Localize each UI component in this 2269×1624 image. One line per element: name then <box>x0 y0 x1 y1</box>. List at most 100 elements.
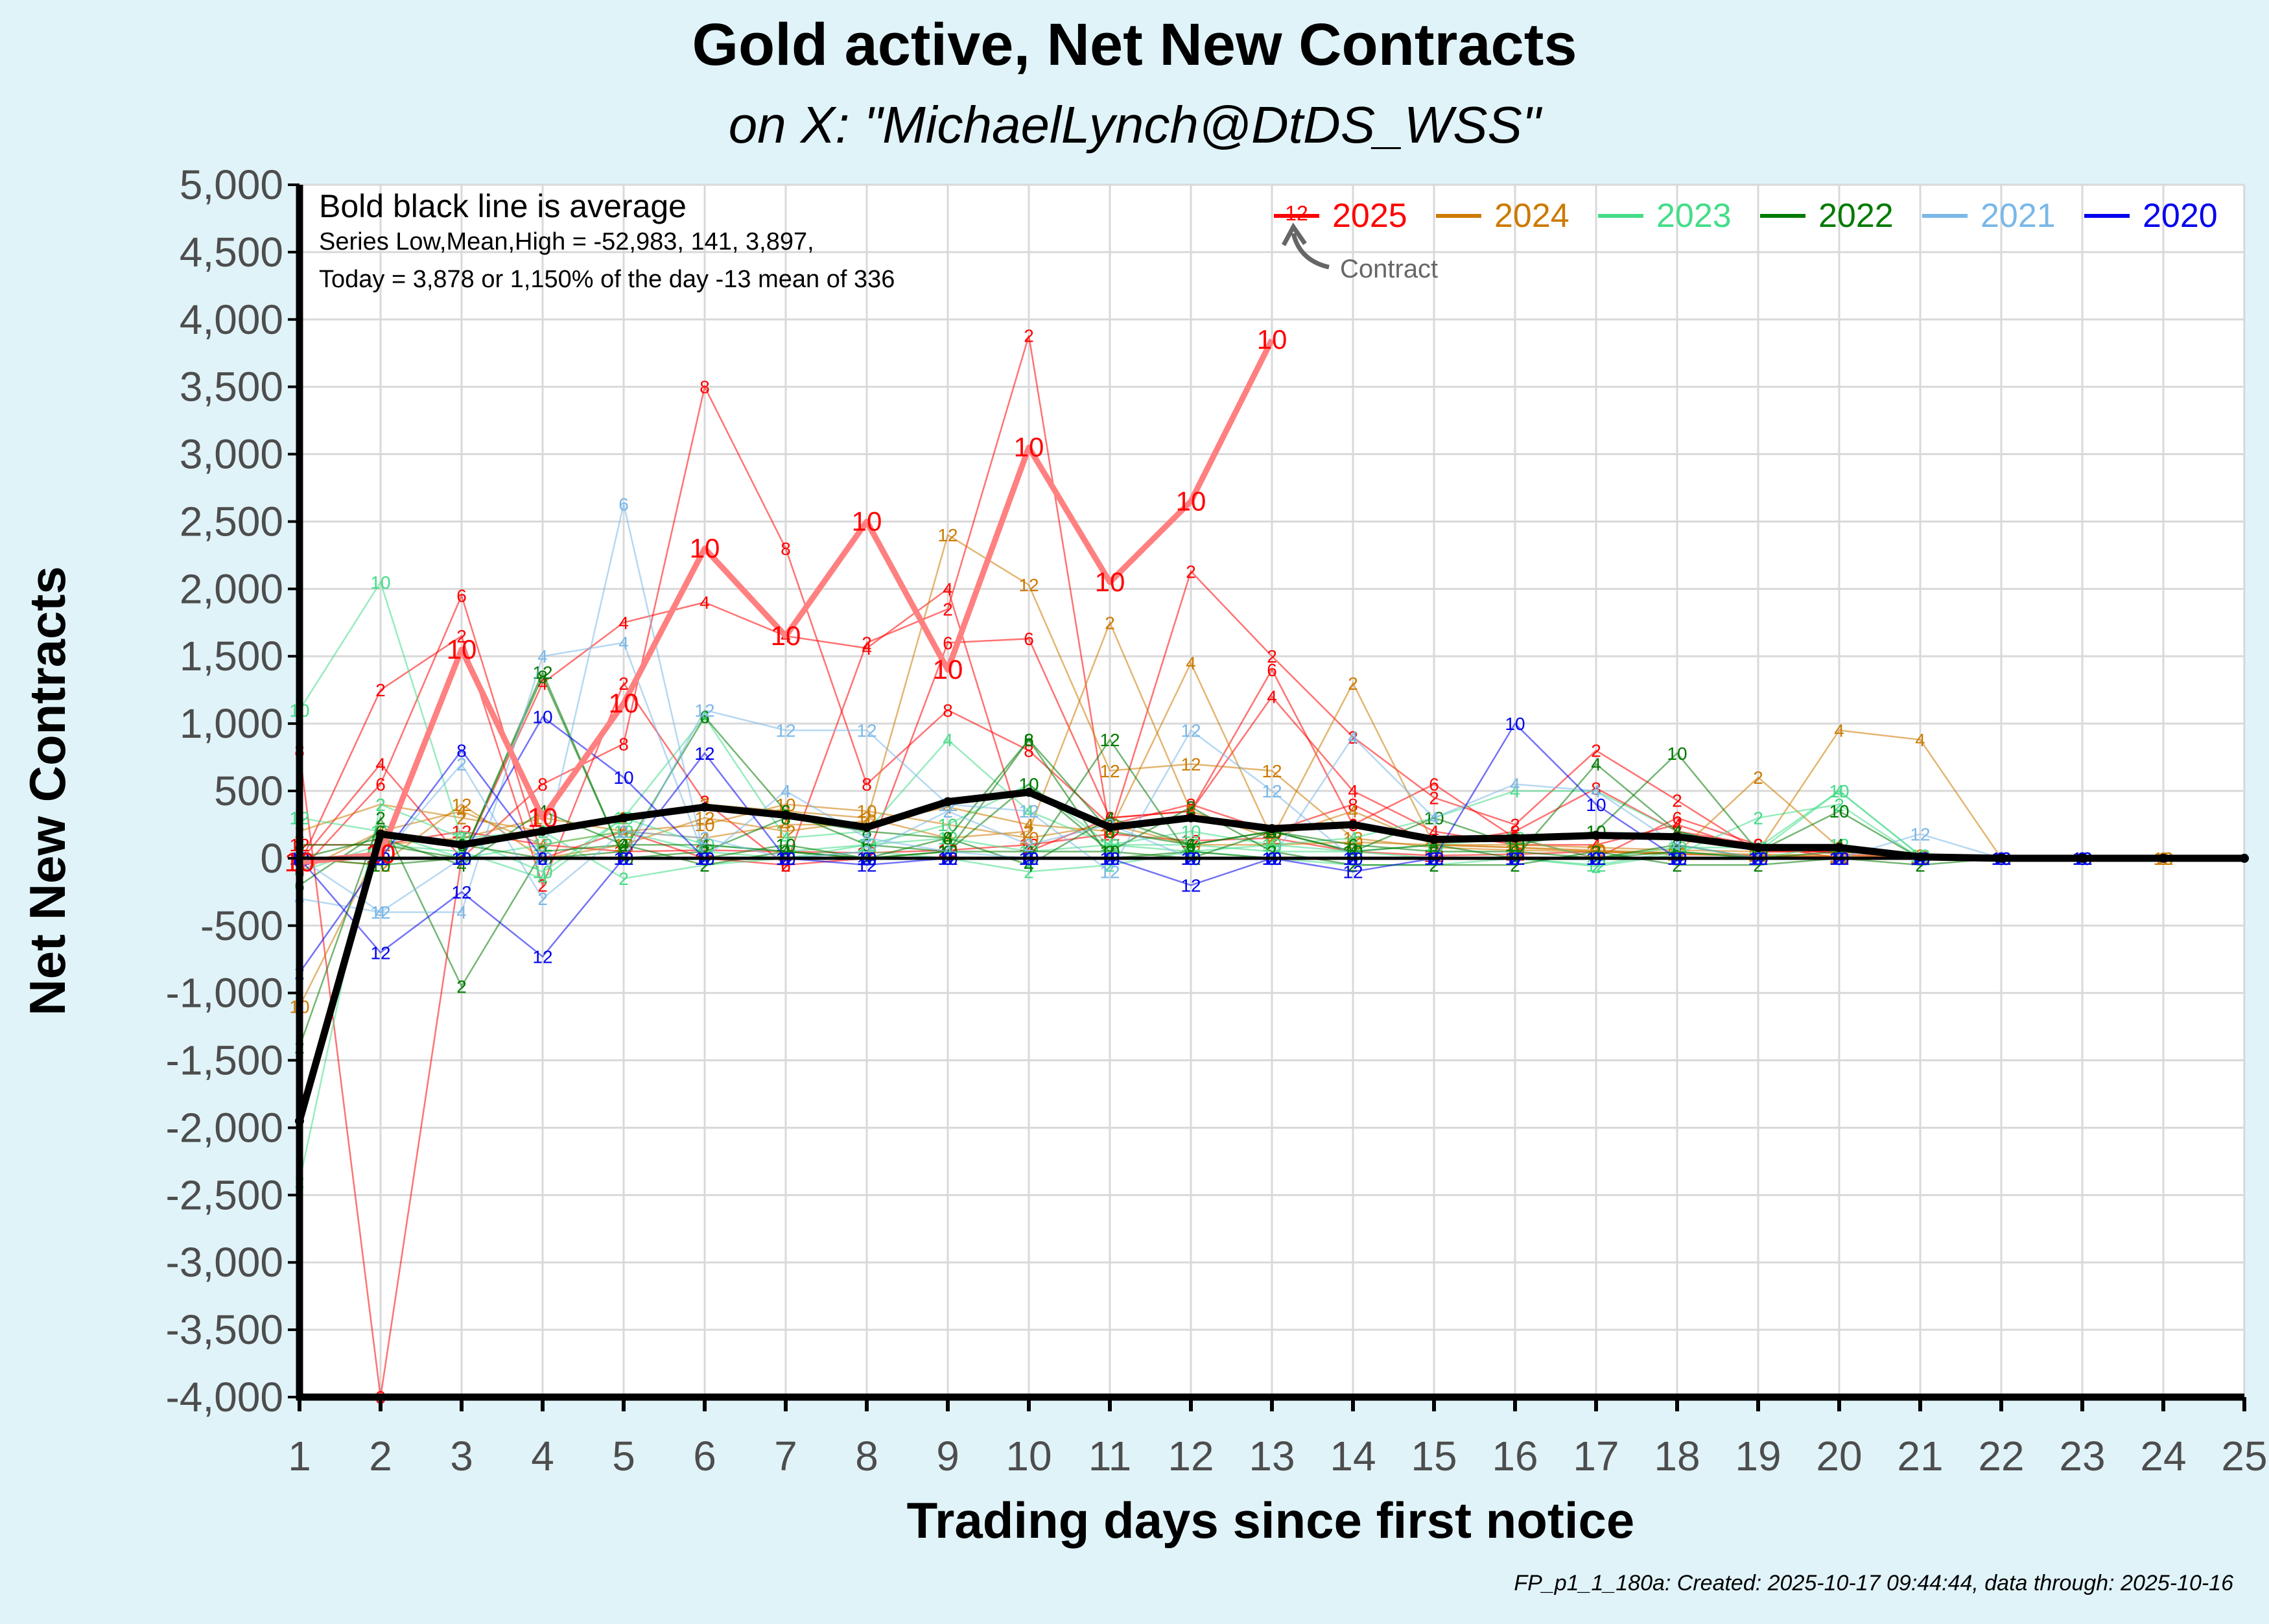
series-point-label: 2 <box>1672 855 1682 875</box>
legend-label: 2020 <box>2143 197 2218 235</box>
x-tick-label: 14 <box>1330 1433 1376 1479</box>
series-point-label: 12 <box>694 700 714 720</box>
contract-note: Contract <box>1340 255 1438 283</box>
average-point <box>457 840 466 850</box>
series-point-label: 4 <box>1510 775 1520 795</box>
axes <box>288 183 2246 1411</box>
highlight-point-label: 10 <box>1176 486 1206 516</box>
series-point-label: 4 <box>1591 781 1601 801</box>
series-point-label: 2 <box>456 808 467 829</box>
contract-arrow <box>1291 233 1330 270</box>
series-point-label: 4 <box>943 730 953 750</box>
average-point <box>1267 824 1276 834</box>
y-axis-label: Net New Contracts <box>19 566 76 1015</box>
series-point-label: 2 <box>456 754 467 774</box>
series-point-label: 2 <box>375 795 386 815</box>
series-point-label: 12 <box>370 902 390 923</box>
series-point-label: 10 <box>1667 744 1687 764</box>
y-tick-label: 2,500 <box>180 498 283 545</box>
series-point-label: 4 <box>1834 721 1844 741</box>
legend-label: 2024 <box>1494 197 1569 235</box>
series-point-label: 2 <box>618 869 629 889</box>
y-tick-label: 1,500 <box>180 633 283 679</box>
highlight-layer: 10 10 10 10 10 10 10 10 10 10 10 10 10 <box>285 324 1287 877</box>
x-tick-label: 23 <box>2059 1433 2105 1479</box>
series-point-label: 12 <box>1018 801 1039 821</box>
series-point-label: 4 <box>1186 653 1196 674</box>
footer-note: FP_p1_1_180a: Created: 2025-10-17 09:44:… <box>1514 1571 2233 1595</box>
series-point-label: 4 <box>1591 754 1601 774</box>
y-tick-label: -2,500 <box>166 1171 283 1218</box>
series-point-label: 6 <box>1672 808 1682 829</box>
series-point-label: 8 <box>537 666 548 687</box>
x-tick-label: 25 <box>2221 1433 2267 1479</box>
series-point-label: 2 <box>618 821 629 841</box>
x-tick-label: 11 <box>1088 1433 1131 1479</box>
info-average-note: Bold black line is average <box>319 188 687 224</box>
chart-subtitle: on X: "MichaelLynch@DtDS_WSS" <box>729 96 1543 154</box>
average-point <box>1348 819 1358 829</box>
series-point-label: 8 <box>700 377 710 397</box>
series-point-label: 12 <box>1424 846 1444 866</box>
highlight-point-label: 10 <box>1095 567 1125 597</box>
series-point-label: 2 <box>375 808 386 829</box>
y-tick-label: 4,000 <box>180 296 283 343</box>
info-series-stats: Series Low,Mean,High = -52,983, 141, 3,8… <box>319 228 814 255</box>
series-point-label: 12 <box>451 795 471 815</box>
average-point <box>1673 832 1682 841</box>
series-point-label: 4 <box>781 815 791 835</box>
y-tick-label: -1,500 <box>166 1037 283 1084</box>
series-point-label: 4 <box>456 902 467 923</box>
average-point <box>376 829 385 839</box>
series-point-label: 4 <box>375 754 386 774</box>
x-tick-label: 18 <box>1654 1433 1700 1479</box>
series-point-label: 6 <box>1186 835 1196 855</box>
x-tick-label: 9 <box>936 1433 959 1479</box>
series-point-label: 4 <box>1267 829 1277 849</box>
y-tick-label: -4,000 <box>166 1374 283 1420</box>
series-point-label: 12 <box>451 882 471 902</box>
series-point-label: 8 <box>1024 741 1034 761</box>
y-tick-label: 5,000 <box>180 161 283 208</box>
series-point-label: 6 <box>943 633 953 653</box>
average-point <box>700 802 709 812</box>
series-point-label: 12 <box>1099 761 1120 781</box>
series-point-label: 12 <box>1910 824 1930 844</box>
highlight-point-label: 10 <box>1014 432 1044 462</box>
series-point-label: 4 <box>781 829 791 849</box>
series-point-label: 6 <box>456 586 467 606</box>
contract-arrow-head <box>1281 222 1307 246</box>
x-tick-label: 10 <box>1005 1433 1052 1479</box>
series-point-label: 2 <box>1753 768 1763 788</box>
average-point <box>862 823 871 832</box>
series-point-label: 4 <box>1267 687 1277 707</box>
series-point-label: 12 <box>775 721 795 741</box>
x-tick-label: 4 <box>531 1433 554 1479</box>
series-point-label: 4 <box>862 639 872 659</box>
series-point-label: 2 <box>1672 791 1682 811</box>
series-point-label: 2 <box>943 600 953 620</box>
series-point-label: 2 <box>375 680 386 700</box>
series-point-label: 2 <box>1753 855 1763 875</box>
y-tick-label: 2,000 <box>180 565 283 612</box>
series-point-label: 4 <box>1024 815 1034 835</box>
series-point-label: 6 <box>618 494 629 514</box>
series-point-label: 6 <box>1429 775 1439 795</box>
series-point-label: 2 <box>1510 855 1520 875</box>
series-point-label: 4 <box>1510 781 1520 801</box>
series-point-label: 12 <box>1181 875 1201 895</box>
y-tick-label: 1,000 <box>180 700 283 747</box>
x-tick-label: 21 <box>1897 1433 1943 1479</box>
legend: 2025 2024 2023 2022 2021 2020 12 Contract <box>1274 197 2218 283</box>
y-tick-label: -3,000 <box>166 1239 283 1286</box>
series-point-label: 12 <box>856 721 876 741</box>
average-point <box>1592 830 1601 840</box>
series-point-label: 12 <box>1262 781 1282 801</box>
series-point-label: 12 <box>370 943 390 963</box>
x-tick-label: 16 <box>1492 1433 1538 1479</box>
series-point-label: 6 <box>781 855 791 875</box>
x-tick-label: 2 <box>369 1433 392 1479</box>
series-point-label: 8 <box>1024 730 1034 750</box>
series-point-label: 2 <box>1348 674 1358 694</box>
legend-label: 2025 <box>1332 197 1407 235</box>
